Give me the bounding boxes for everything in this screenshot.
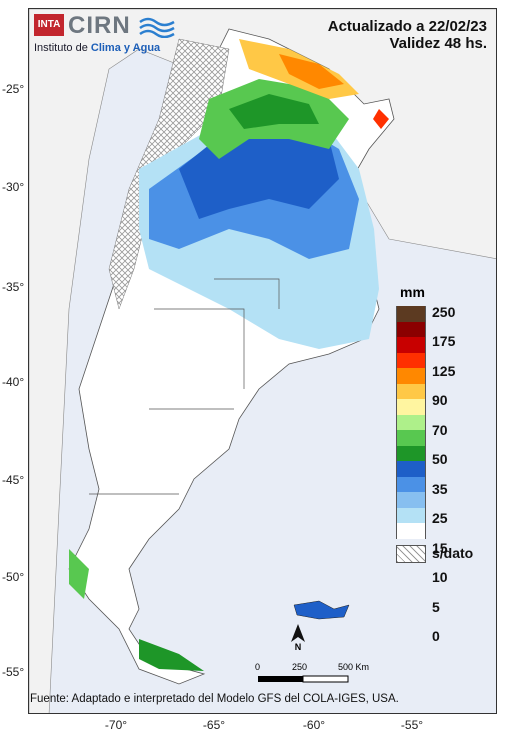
legend-title: mm	[400, 284, 425, 300]
legend-label: 35	[432, 480, 448, 497]
north-label: N	[294, 642, 302, 652]
waves-icon	[139, 17, 175, 38]
legend-swatch	[396, 337, 426, 353]
legend-swatch	[396, 368, 426, 384]
legend-swatch	[396, 321, 426, 337]
legend-swatch	[396, 461, 426, 477]
precip-tdf	[139, 639, 204, 671]
legend-swatch	[396, 414, 426, 430]
lon-tick: -65°	[202, 718, 226, 732]
legend-label: 5	[432, 598, 440, 615]
lon-tick: -60°	[302, 718, 326, 732]
inta-badge: INTA	[34, 14, 64, 36]
logo-subtitle: Instituto de Clima y Agua	[34, 42, 160, 54]
legend-label: 175	[432, 333, 456, 350]
north-arrow-icon	[291, 624, 305, 642]
legend-no-data-label: s/dato	[432, 544, 474, 561]
scale-bar: 0 250 500 Km	[255, 662, 378, 690]
legend-label: 90	[432, 392, 448, 409]
legend-label: 0	[432, 627, 440, 644]
validity: Validez 48 hs.	[389, 35, 487, 52]
legend-swatch	[396, 523, 426, 539]
legend-swatch	[396, 430, 426, 446]
lat-tick: -40°	[2, 375, 25, 389]
scale-label: 500 Km	[338, 662, 370, 672]
scale-label: 0	[255, 662, 261, 672]
legend-label: 10	[432, 569, 448, 586]
lat-tick: -55°	[2, 665, 25, 679]
legend-no-data-swatch	[396, 544, 426, 563]
legend-swatch	[396, 492, 426, 508]
cirn-wordmark: CIRN	[68, 12, 131, 39]
precipitation-map	[29, 9, 496, 713]
lat-tick: -50°	[2, 570, 25, 584]
logo-subtitle-accent: Clima y Agua	[90, 42, 161, 54]
legend-swatch	[396, 352, 426, 368]
north-arrow: N	[290, 624, 306, 652]
lon-tick: -70°	[104, 718, 128, 732]
source-footer: Fuente: Adaptado e interpretado del Mode…	[30, 693, 399, 705]
legend-label: 25	[432, 510, 448, 527]
logo-subtitle-prefix: Instituto de	[34, 42, 91, 54]
lat-tick: -25°	[2, 82, 25, 96]
legend-swatch	[396, 399, 426, 415]
legend-swatch	[396, 507, 426, 523]
no-data-zone	[108, 38, 230, 310]
precip-red	[373, 109, 389, 129]
legend-label: 250	[432, 304, 456, 320]
lat-tick: -45°	[2, 473, 25, 487]
scale-bar-graphic	[258, 675, 349, 683]
legend-swatch	[396, 306, 426, 322]
province-boundaries	[89, 278, 280, 495]
lat-tick: -30°	[2, 180, 25, 194]
updated-date: Actualizado a 22/02/23	[327, 18, 487, 35]
malvinas-islands	[293, 600, 350, 620]
precip-south	[69, 549, 89, 599]
precip-orange	[279, 54, 344, 89]
lon-tick: -55°	[400, 718, 424, 732]
legend-swatch	[396, 445, 426, 461]
legend-label: 70	[432, 421, 448, 438]
map-header: Actualizado a 22/02/23 Validez 48 hs.	[328, 18, 487, 52]
lat-tick: -35°	[2, 280, 25, 294]
legend-label: 15	[432, 539, 448, 556]
legend-label: 50	[432, 451, 448, 468]
precip-darkgreen	[229, 94, 319, 129]
legend-swatch	[396, 383, 426, 399]
scale-label: 250	[292, 662, 308, 672]
legend-label: 125	[432, 362, 456, 379]
neighbor-land	[29, 9, 496, 713]
legend-swatch	[396, 476, 426, 492]
map-frame	[28, 8, 497, 714]
